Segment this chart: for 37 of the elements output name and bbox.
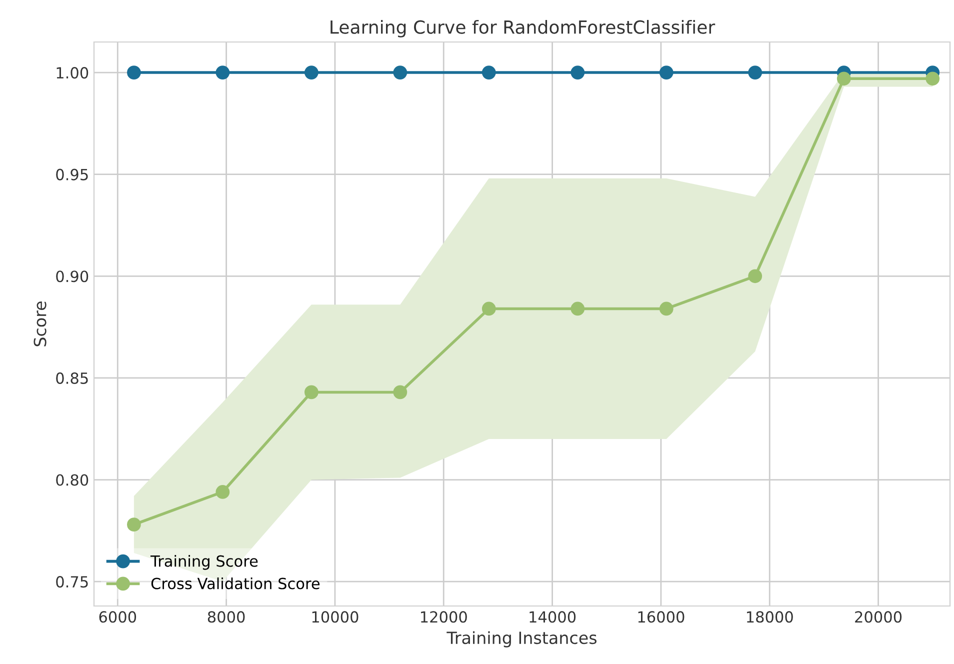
point: [748, 66, 762, 80]
x-tick-label: 18000: [746, 611, 793, 623]
point: [126, 66, 141, 80]
point: [304, 385, 318, 400]
y-tick-label: 0.95: [56, 168, 88, 180]
point: [482, 302, 496, 316]
x-tick-label: 12000: [421, 611, 467, 623]
point: [393, 66, 408, 80]
point: [570, 66, 585, 80]
y-tick-label: 0.85: [56, 372, 88, 384]
point: [126, 518, 141, 532]
x-tick-label: 10000: [312, 611, 358, 623]
x-tick-label: 8000: [208, 611, 245, 623]
point: [216, 485, 230, 499]
x-tick-label: 14000: [530, 611, 576, 623]
legend-label: Cross Validation Score: [151, 577, 320, 590]
x-axis-title: Training Instances: [446, 631, 596, 648]
point: [748, 269, 762, 284]
y-tick-label: 0.90: [56, 270, 88, 282]
x-tick-label: 6000: [99, 611, 136, 623]
y-tick-label: 0.75: [56, 576, 88, 588]
point: [570, 302, 585, 316]
point: [926, 72, 940, 86]
y-tick-label: 0.80: [56, 474, 88, 486]
point: [304, 66, 318, 80]
point: [659, 66, 674, 80]
point: [659, 302, 674, 316]
y-tick-label: 1.00: [56, 67, 88, 79]
point: [216, 66, 230, 80]
point: [393, 385, 408, 400]
x-tick-label: 20000: [855, 611, 902, 623]
legend-label: Training Score: [150, 555, 258, 570]
point: [482, 66, 496, 80]
y-axis-title: Score: [34, 302, 46, 346]
x-tick-label: 16000: [638, 611, 684, 623]
chart-title: Learning Curve for RandomForestClassifier: [330, 20, 716, 38]
point: [836, 72, 851, 86]
